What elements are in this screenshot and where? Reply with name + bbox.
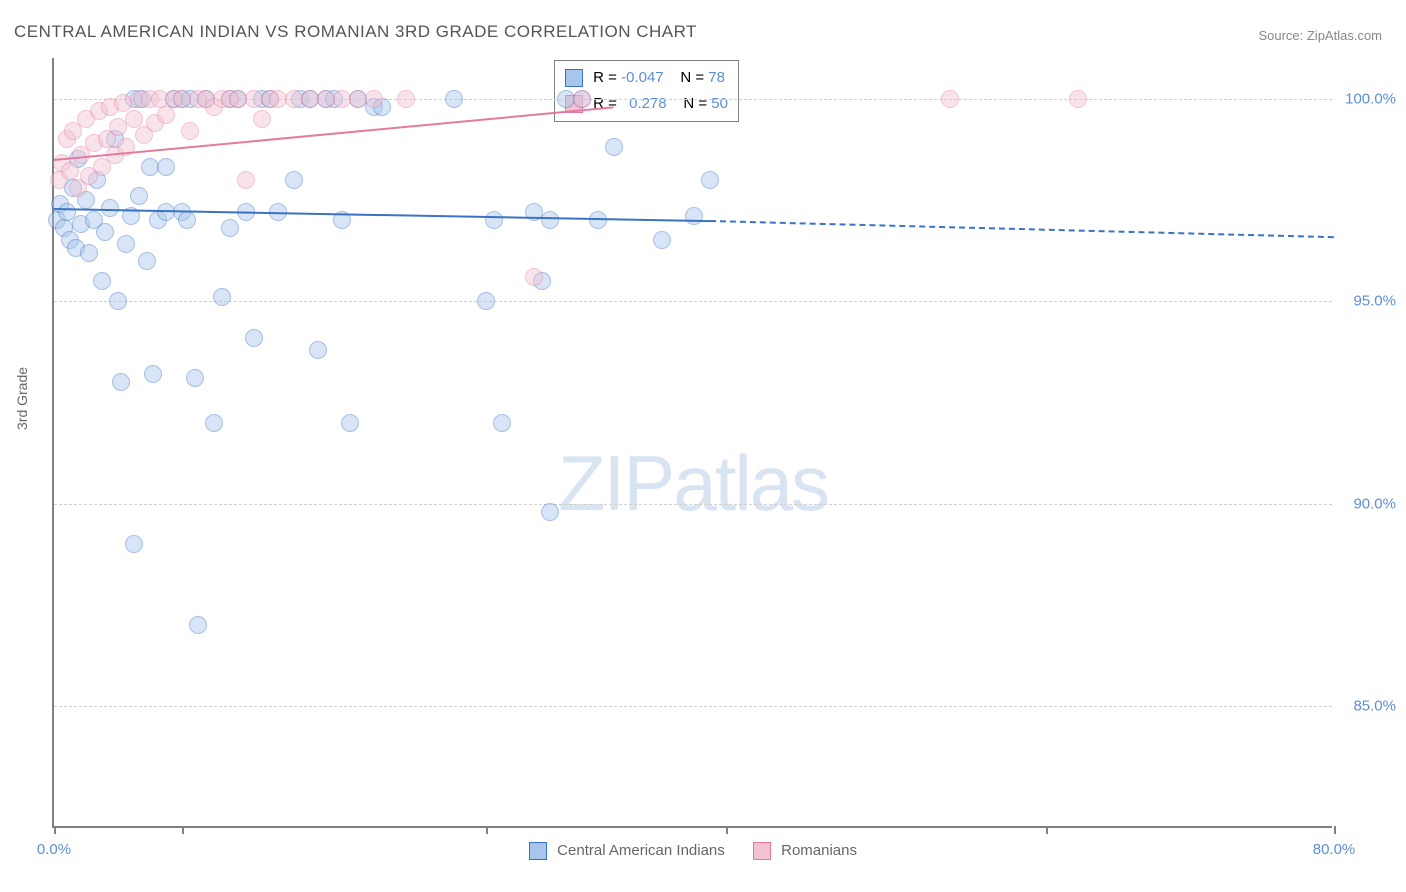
data-point [685, 207, 703, 225]
n-label: N = [680, 69, 704, 86]
data-point [125, 535, 143, 553]
legend-label-2: Romanians [781, 842, 857, 859]
swatch-series-1 [529, 842, 547, 860]
chart-title: CENTRAL AMERICAN INDIAN VS ROMANIAN 3RD … [14, 22, 697, 42]
data-point [117, 235, 135, 253]
x-tick [182, 826, 184, 834]
r-value-1: -0.047 [621, 69, 664, 86]
n-value-1: 78 [708, 69, 725, 86]
x-tick [486, 826, 488, 834]
data-point [157, 106, 175, 124]
data-point [80, 244, 98, 262]
data-point [341, 414, 359, 432]
legend-label-1: Central American Indians [557, 842, 725, 859]
data-point [205, 414, 223, 432]
data-point [221, 219, 239, 237]
data-point [144, 365, 162, 383]
data-point [477, 292, 495, 310]
data-point [445, 90, 463, 108]
data-point [109, 292, 127, 310]
data-point [493, 414, 511, 432]
data-point [701, 171, 719, 189]
grid-line [54, 706, 1332, 707]
grid-line [54, 301, 1332, 302]
x-tick [1334, 826, 1336, 834]
data-point [186, 369, 204, 387]
data-point [237, 171, 255, 189]
data-point [365, 90, 383, 108]
data-point [397, 90, 415, 108]
data-point [941, 90, 959, 108]
data-point [181, 122, 199, 140]
swatch-series-1 [565, 69, 583, 87]
y-axis-label: 3rd Grade [14, 367, 30, 430]
x-tick [726, 826, 728, 834]
data-point [138, 252, 156, 270]
y-tick-label: 100.0% [1345, 90, 1396, 107]
data-point [96, 223, 114, 241]
data-point [1069, 90, 1087, 108]
y-tick-label: 90.0% [1353, 495, 1396, 512]
r-label: R = [593, 69, 617, 86]
x-tick-label: 0.0% [37, 841, 71, 858]
stats-row-1: R = -0.047 N = 78 [565, 65, 728, 91]
data-point [573, 90, 591, 108]
x-tick [1046, 826, 1048, 834]
grid-line [54, 504, 1332, 505]
series-legend: Central American Indians Romanians [517, 842, 869, 860]
watermark-atlas: atlas [673, 439, 828, 527]
data-point [541, 211, 559, 229]
data-point [157, 158, 175, 176]
data-point [93, 272, 111, 290]
legend-item-1: Central American Indians [529, 842, 729, 859]
data-point [605, 138, 623, 156]
trend-line [710, 220, 1334, 238]
watermark-zip: ZIP [558, 439, 673, 527]
legend-item-2: Romanians [753, 842, 857, 859]
data-point [525, 268, 543, 286]
swatch-series-2 [753, 842, 771, 860]
data-point [285, 171, 303, 189]
data-point [125, 110, 143, 128]
data-point [309, 341, 327, 359]
data-point [485, 211, 503, 229]
data-point [178, 211, 196, 229]
data-point [541, 503, 559, 521]
y-tick-label: 95.0% [1353, 293, 1396, 310]
y-tick-label: 85.0% [1353, 698, 1396, 715]
x-tick-label: 80.0% [1313, 841, 1356, 858]
data-point [245, 329, 263, 347]
x-tick [54, 826, 56, 834]
plot-area: ZIPatlas R = -0.047 N = 78 R = 0.278 N =… [52, 58, 1332, 828]
data-point [189, 616, 207, 634]
data-point [213, 288, 231, 306]
data-point [130, 187, 148, 205]
data-point [253, 110, 271, 128]
data-point [653, 231, 671, 249]
source-label: Source: ZipAtlas.com [1258, 28, 1382, 43]
data-point [112, 373, 130, 391]
watermark: ZIPatlas [558, 438, 828, 529]
